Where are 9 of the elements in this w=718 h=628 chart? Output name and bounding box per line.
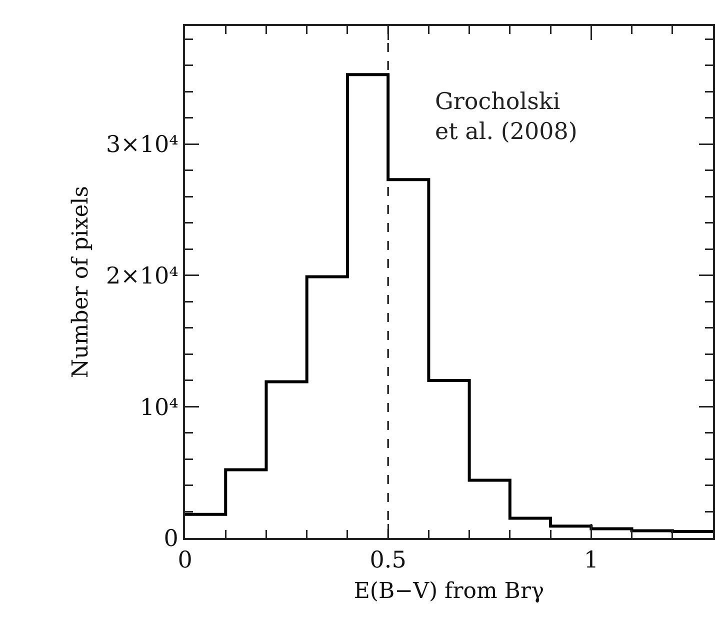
y-tick-label: 2×10⁴	[106, 263, 178, 290]
y-tick-label: 3×10⁴	[106, 132, 178, 158]
y-tick-label: 0	[164, 526, 178, 552]
x-axis-title: E(B−V) from Brγ	[354, 579, 544, 604]
y-tick-label: 10⁴	[140, 394, 178, 421]
y-axis-title: Number of pixels	[68, 186, 94, 378]
x-tick-label: 1	[584, 548, 598, 574]
x-tick-label: 0.5	[370, 548, 406, 574]
annotation: Grocholski et al. (2008)	[435, 89, 578, 145]
